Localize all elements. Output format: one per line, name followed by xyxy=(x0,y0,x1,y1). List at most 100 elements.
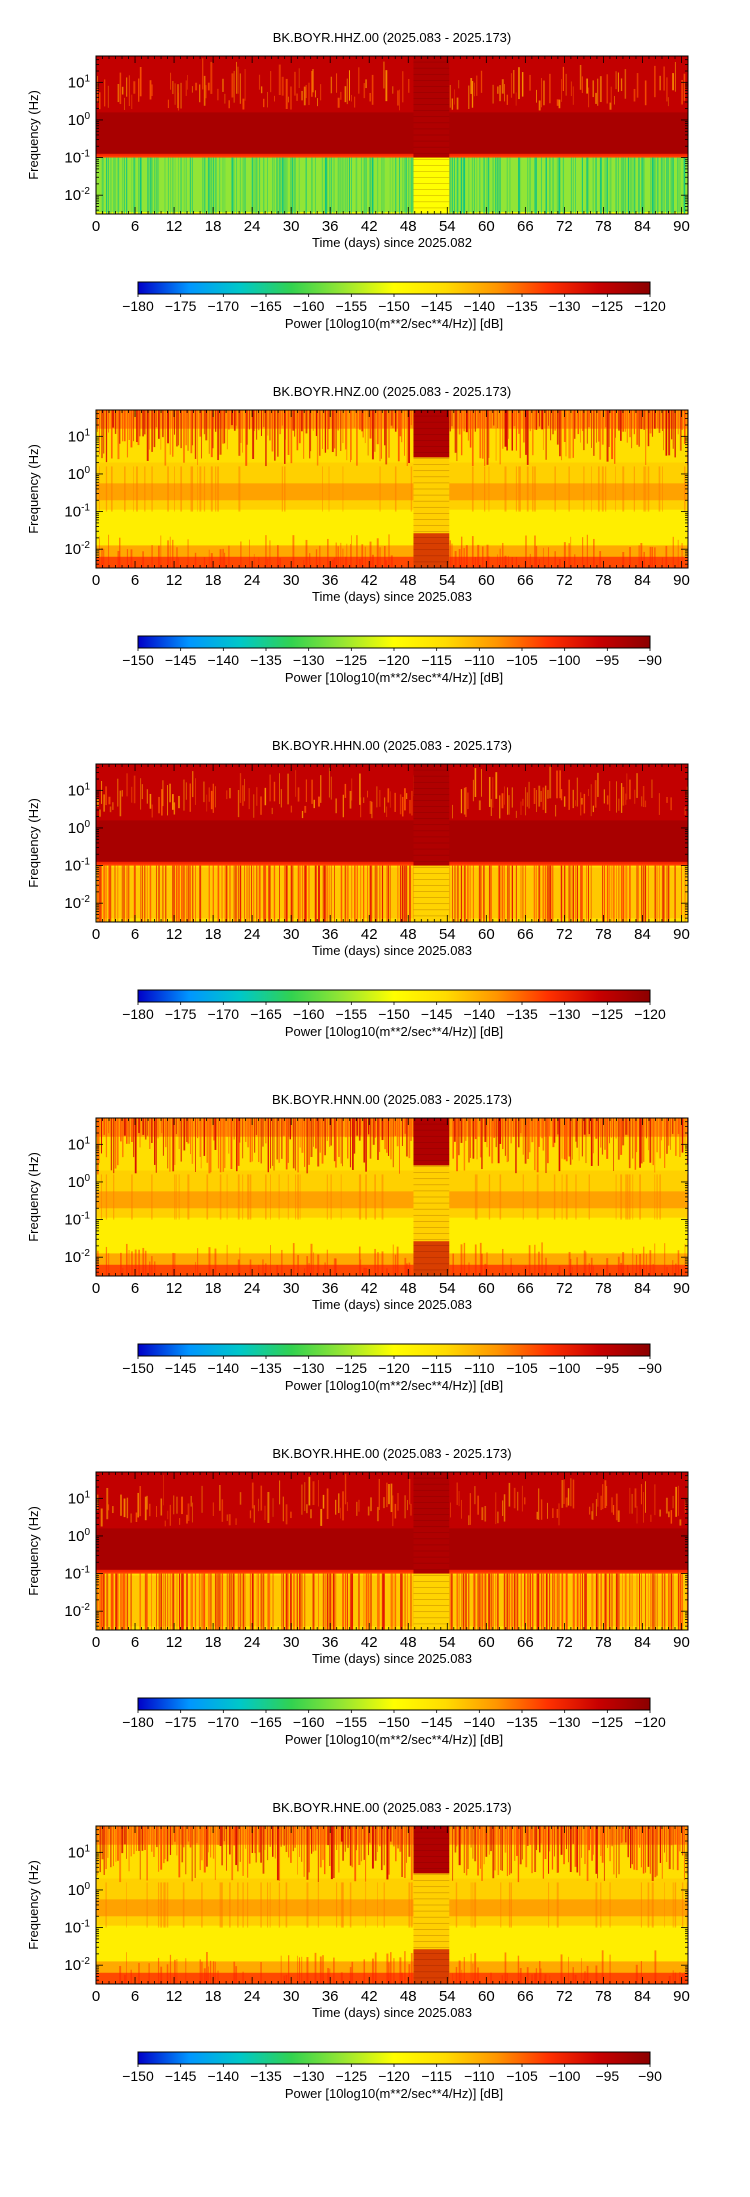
colorbar-tick-label: −110 xyxy=(464,2068,495,2084)
x-tick-label: 48 xyxy=(400,1988,417,2005)
x-tick-label: 90 xyxy=(673,218,690,235)
x-tick-label: 42 xyxy=(361,572,378,589)
y-axis-label: Frequency (Hz) xyxy=(26,1506,41,1596)
x-tick-label: 42 xyxy=(361,218,378,235)
colorbar-tick-label: −120 xyxy=(634,1714,666,1730)
heatmap-body xyxy=(96,1471,688,1630)
colorbar-tick-label: −165 xyxy=(250,1714,282,1730)
colorbar-tick-label: −125 xyxy=(592,1006,624,1022)
x-tick-label: 6 xyxy=(131,926,139,943)
colorbar-tick-label: −175 xyxy=(165,1006,197,1022)
colorbar-tick-label: −130 xyxy=(293,2068,325,2084)
x-tick-label: 66 xyxy=(517,572,534,589)
colorbar-tick-label: −130 xyxy=(549,1006,581,1022)
colorbar-tick-label: −160 xyxy=(293,1714,325,1730)
y-axis: 101 100 10-1 10-2 Frequency (Hz) xyxy=(26,1825,688,1981)
x-tick-label: 54 xyxy=(439,218,456,235)
colorbar-tick-label: −110 xyxy=(464,652,495,668)
colorbar-tick-label: −100 xyxy=(549,2068,581,2084)
x-tick-label: 60 xyxy=(478,218,495,235)
x-tick-label: 12 xyxy=(166,1634,183,1651)
x-tick-label: 54 xyxy=(439,1988,456,2005)
y-tick-label: 100 xyxy=(68,1173,91,1191)
y-tick-label: 10-1 xyxy=(64,1565,90,1583)
x-tick-label: 66 xyxy=(517,1634,534,1651)
x-tick-label: 12 xyxy=(166,926,183,943)
colorbar-tick-label: −180 xyxy=(122,298,154,314)
y-tick-label: 10-1 xyxy=(64,857,90,875)
x-axis: 0 6 12 18 24 30 36 42 48 54 60 66 72 78 84 90 Time (days… xyxy=(92,56,690,250)
colorbar-tick-label: −95 xyxy=(595,652,619,668)
colorbar-tick-label: −110 xyxy=(464,1360,495,1376)
y-tick-label: 101 xyxy=(68,73,91,91)
panel-title: BK.BOYR.HNE.00 (2025.083 - 2025.173) xyxy=(272,1800,511,1815)
colorbar-tick-label: −155 xyxy=(336,1006,368,1022)
x-tick-label: 60 xyxy=(478,1280,495,1297)
x-tick-label: 72 xyxy=(556,218,573,235)
y-tick-label: 100 xyxy=(68,111,91,129)
x-tick-label: 90 xyxy=(673,1634,690,1651)
x-tick-label: 48 xyxy=(400,572,417,589)
colorbar: −150 −145 −140 −135 −130 −125 −120 −115 −110 −105… xyxy=(122,2051,662,2101)
colorbar-tick-label: −140 xyxy=(464,1006,496,1022)
x-tick-label: 24 xyxy=(244,218,261,235)
x-tick-label: 78 xyxy=(595,1280,612,1297)
heatmap-body xyxy=(96,1825,688,1984)
y-tick-label: 10-2 xyxy=(64,1956,90,1974)
x-tick-label: 0 xyxy=(92,572,100,589)
colorbar-tick-label: −170 xyxy=(208,298,240,314)
y-tick-label: 10-1 xyxy=(64,149,90,167)
y-axis: 101 100 10-1 10-2 Frequency (Hz) xyxy=(26,409,688,565)
colorbar-tick-label: −180 xyxy=(122,1006,154,1022)
colorbar: −180 −175 −170 −165 −160 −155 −150 −145 −140 −135… xyxy=(122,281,666,331)
x-tick-label: 78 xyxy=(595,1634,612,1651)
colorbar-tick-label: −175 xyxy=(165,298,197,314)
x-axis-label: Time (days) since 2025.083 xyxy=(312,589,472,604)
x-tick-label: 54 xyxy=(439,926,456,943)
colorbar-tick-label: −130 xyxy=(293,652,325,668)
colorbar-tick-label: −90 xyxy=(638,652,662,668)
panel-title: BK.BOYR.HHE.00 (2025.083 - 2025.173) xyxy=(272,1446,511,1461)
x-tick-label: 42 xyxy=(361,926,378,943)
x-tick-label: 42 xyxy=(361,1280,378,1297)
x-tick-label: 84 xyxy=(634,1634,651,1651)
x-tick-label: 6 xyxy=(131,218,139,235)
colorbar: −180 −175 −170 −165 −160 −155 −150 −145 −140 −135… xyxy=(122,1697,666,1747)
colorbar-tick-label: −135 xyxy=(506,1006,538,1022)
spectrogram-panel-5: BK.BOYR.HHE.00 (2025.083 - 2025.173) 0 6 12… xyxy=(26,1446,690,1747)
x-tick-label: 72 xyxy=(556,1988,573,2005)
colorbar-tick-label: −160 xyxy=(293,1006,325,1022)
x-tick-label: 6 xyxy=(131,1988,139,2005)
x-tick-label: 90 xyxy=(673,1280,690,1297)
colorbar-gradient xyxy=(137,1343,651,1357)
x-tick-label: 36 xyxy=(322,218,339,235)
y-axis: 101 100 10-1 10-2 Frequency (Hz) xyxy=(26,55,688,211)
x-tick-label: 30 xyxy=(283,926,300,943)
colorbar-tick-label: −135 xyxy=(506,298,538,314)
x-axis: 0 6 12 18 24 30 36 42 48 54 60 66 72 78 84 90 Time (days… xyxy=(92,1472,690,1666)
x-tick-label: 72 xyxy=(556,572,573,589)
colorbar-tick-label: −165 xyxy=(250,1006,282,1022)
y-axis: 101 100 10-1 10-2 Frequency (Hz) xyxy=(26,1471,688,1627)
x-tick-label: 0 xyxy=(92,926,100,943)
colorbar-label: Power [10log10(m**2/sec**4/Hz)] [dB] xyxy=(285,1378,503,1393)
colorbar-gradient xyxy=(137,989,651,1003)
x-tick-label: 18 xyxy=(205,218,222,235)
colorbar: −150 −145 −140 −135 −130 −125 −120 −115 −110 −105… xyxy=(122,635,662,685)
colorbar-tick-label: −130 xyxy=(293,1360,325,1376)
heatmap-body xyxy=(96,1117,689,1276)
x-tick-label: 18 xyxy=(205,1634,222,1651)
colorbar-tick-label: −145 xyxy=(421,298,453,314)
y-tick-label: 100 xyxy=(68,1881,91,1899)
x-axis-label: Time (days) since 2025.083 xyxy=(312,1651,472,1666)
colorbar-tick-label: −90 xyxy=(638,2068,662,2084)
x-tick-label: 30 xyxy=(283,1988,300,2005)
x-tick-label: 18 xyxy=(205,572,222,589)
x-tick-label: 60 xyxy=(478,1634,495,1651)
x-tick-label: 72 xyxy=(556,1634,573,1651)
colorbar-tick-label: −150 xyxy=(122,2068,154,2084)
x-tick-label: 48 xyxy=(400,1634,417,1651)
y-tick-label: 101 xyxy=(68,1135,91,1153)
x-tick-label: 78 xyxy=(595,1988,612,2005)
